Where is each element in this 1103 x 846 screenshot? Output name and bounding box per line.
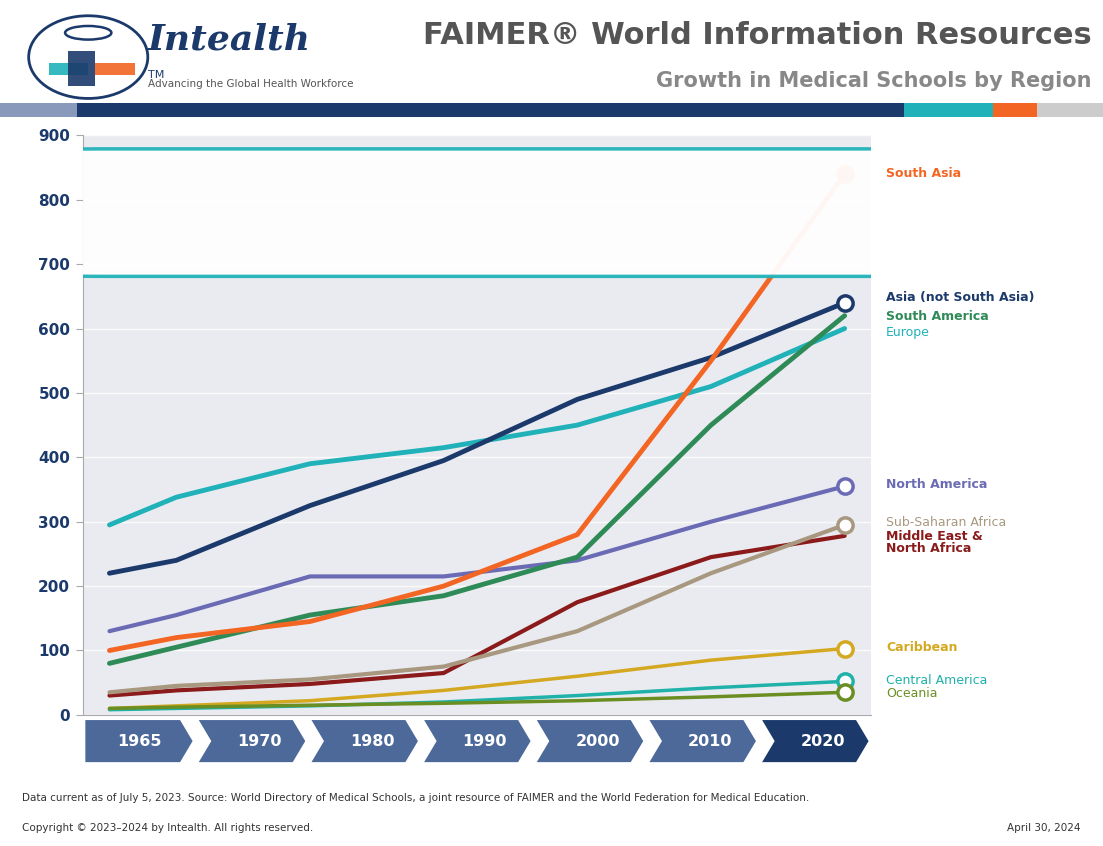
Text: TM: TM [148, 69, 164, 80]
Bar [993, 103, 1037, 117]
Bar [1037, 103, 1103, 117]
Text: FAIMER® World Information Resources: FAIMER® World Information Resources [424, 21, 1092, 50]
Text: Caribbean: Caribbean [886, 640, 957, 654]
Text: Advancing the Global Health Workforce: Advancing the Global Health Workforce [148, 80, 353, 90]
Text: Asia (not South Asia): Asia (not South Asia) [886, 291, 1035, 304]
Text: Data current as of July 5, 2023. Source: World Directory of Medical Schools, a j: Data current as of July 5, 2023. Source:… [22, 793, 810, 803]
Text: 1980: 1980 [350, 733, 395, 749]
Text: South Asia: South Asia [886, 168, 961, 180]
Text: 1990: 1990 [462, 733, 507, 749]
Text: South America: South America [886, 310, 988, 323]
Polygon shape [760, 719, 870, 763]
Polygon shape [535, 719, 644, 763]
Polygon shape [84, 719, 194, 763]
Text: Central America: Central America [886, 674, 987, 687]
Text: 1970: 1970 [237, 733, 282, 749]
Text: Europe: Europe [886, 326, 930, 339]
Text: Middle East &: Middle East & [886, 530, 983, 543]
Text: Copyright © 2023–2024 by Intealth. All rights reserved.: Copyright © 2023–2024 by Intealth. All r… [22, 823, 313, 833]
Bar [95, 63, 135, 74]
Text: Oceania: Oceania [886, 687, 938, 700]
Text: Growth in Medical Schools by Region: Growth in Medical Schools by Region [656, 71, 1092, 91]
Bar [49, 63, 88, 74]
Polygon shape [197, 719, 307, 763]
Bar [77, 103, 904, 117]
Bar [0, 103, 77, 117]
Text: 2000: 2000 [576, 733, 620, 749]
Text: Sub-Saharan Africa: Sub-Saharan Africa [886, 517, 1006, 530]
Text: North Africa: North Africa [886, 541, 972, 555]
Text: 2010: 2010 [688, 733, 732, 749]
Bar [68, 52, 95, 86]
Polygon shape [647, 719, 757, 763]
Bar [904, 103, 993, 117]
Text: 1965: 1965 [117, 733, 161, 749]
Text: Intealth: Intealth [148, 23, 311, 57]
Polygon shape [422, 719, 532, 763]
Text: 2020: 2020 [801, 733, 845, 749]
Text: April 30, 2024: April 30, 2024 [1007, 823, 1081, 833]
Polygon shape [310, 719, 419, 763]
Text: North America: North America [886, 478, 987, 491]
FancyBboxPatch shape [46, 149, 1103, 277]
